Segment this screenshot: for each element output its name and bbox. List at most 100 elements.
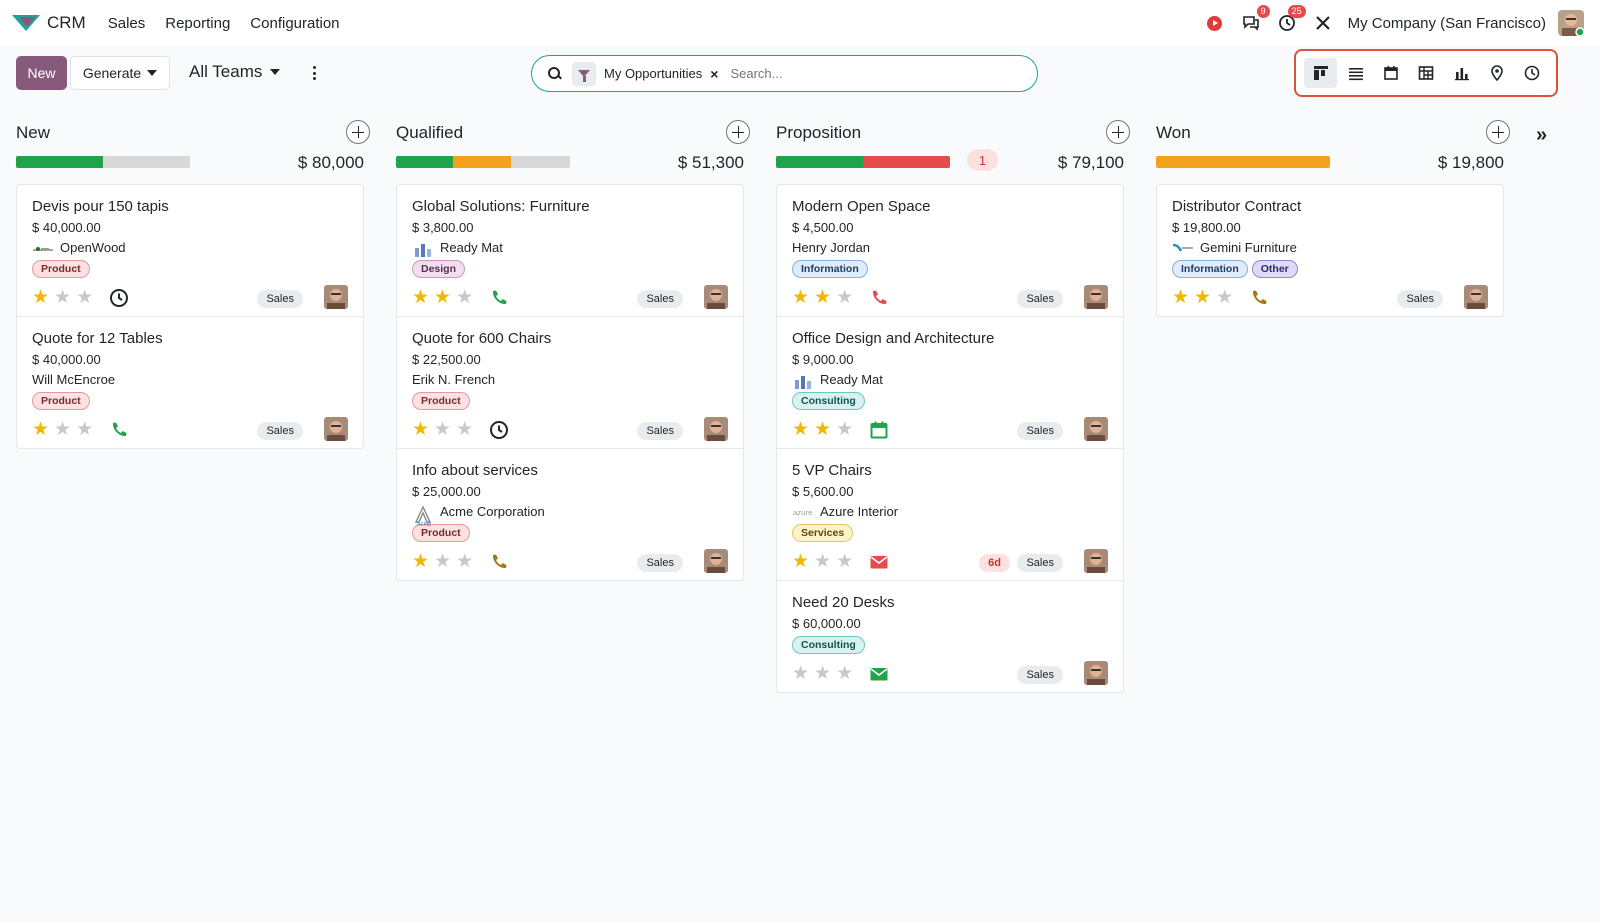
add-card-icon[interactable] xyxy=(726,120,750,144)
priority-star-icon[interactable]: ★ xyxy=(814,663,832,684)
pivot-view-button[interactable] xyxy=(1410,58,1443,88)
priority-star-icon[interactable]: ★ xyxy=(1216,287,1234,308)
kanban-card[interactable]: Quote for 12 Tables $ 40,000.00 Will McE… xyxy=(17,317,363,448)
kanban-card[interactable]: Need 20 Desks $ 60,000.00 Consulting ★ ★ ★… xyxy=(777,581,1123,692)
column-progress-bar[interactable] xyxy=(396,156,570,168)
activity-clock-icon[interactable]: 25 xyxy=(1276,5,1306,34)
salesperson-avatar[interactable] xyxy=(1084,285,1108,309)
phone-icon[interactable] xyxy=(1249,288,1269,308)
kanban-card[interactable]: Office Design and Architecture $ 9,000.0… xyxy=(777,317,1123,449)
priority-star-icon[interactable]: ★ xyxy=(836,287,854,308)
priority-star-icon[interactable]: ★ xyxy=(412,419,430,440)
column-progress-bar[interactable] xyxy=(16,156,190,168)
priority-star-icon[interactable]: ★ xyxy=(456,287,474,308)
phone-icon[interactable] xyxy=(109,420,129,440)
menu-item-reporting[interactable]: Reporting xyxy=(165,14,231,32)
priority-star-icon[interactable]: ★ xyxy=(836,663,854,684)
salesperson-avatar[interactable] xyxy=(704,549,728,573)
more-actions-icon[interactable] xyxy=(311,64,317,82)
priority-star-icon[interactable]: ★ xyxy=(434,287,452,308)
priority-star-icon[interactable]: ★ xyxy=(434,551,452,572)
priority-star-icon[interactable]: ★ xyxy=(792,419,810,440)
column-title[interactable]: Proposition xyxy=(776,123,862,142)
phone-icon[interactable] xyxy=(489,288,509,308)
priority-star-icon[interactable]: ★ xyxy=(32,287,50,308)
activity-view-button[interactable] xyxy=(1516,58,1549,88)
add-card-icon[interactable] xyxy=(1106,120,1130,144)
column-title[interactable]: New xyxy=(16,123,51,142)
app-brand[interactable]: CRM xyxy=(12,13,86,33)
clock-icon[interactable] xyxy=(489,420,509,440)
phone-icon[interactable] xyxy=(489,552,509,572)
priority-star-icon[interactable]: ★ xyxy=(836,551,854,572)
priority-star-icon[interactable]: ★ xyxy=(32,419,50,440)
graph-view-button[interactable] xyxy=(1445,58,1478,88)
progress-segment[interactable] xyxy=(776,156,863,168)
priority-star-icon[interactable]: ★ xyxy=(814,287,832,308)
menu-item-configuration[interactable]: Configuration xyxy=(250,14,340,32)
progress-segment[interactable] xyxy=(453,156,511,168)
priority-star-icon[interactable]: ★ xyxy=(814,551,832,572)
column-title[interactable]: Qualified xyxy=(396,123,464,142)
calendar-icon[interactable] xyxy=(869,420,889,440)
priority-star-icon[interactable]: ★ xyxy=(76,419,94,440)
salesperson-avatar[interactable] xyxy=(1084,417,1108,441)
salesperson-avatar[interactable] xyxy=(1084,661,1108,685)
kanban-card[interactable]: Quote for 600 Chairs $ 22,500.00 Erik N.… xyxy=(397,317,743,449)
facet-remove-icon[interactable]: × xyxy=(710,65,719,82)
column-title[interactable]: Won xyxy=(1156,123,1191,142)
list-view-button[interactable] xyxy=(1339,58,1372,88)
envelope-icon[interactable] xyxy=(869,664,889,684)
kanban-card[interactable]: Distributor Contract $ 19,800.00 Gemini … xyxy=(1157,185,1503,316)
progress-segment[interactable] xyxy=(510,156,570,168)
salesperson-avatar[interactable] xyxy=(1464,285,1488,309)
salesperson-avatar[interactable] xyxy=(324,285,348,309)
salesperson-avatar[interactable] xyxy=(1084,549,1108,573)
map-view-button[interactable] xyxy=(1480,58,1513,88)
kanban-card[interactable]: Modern Open Space $ 4,500.00 Henry Jorda… xyxy=(777,185,1123,317)
salesperson-avatar[interactable] xyxy=(704,417,728,441)
priority-star-icon[interactable]: ★ xyxy=(456,419,474,440)
add-card-icon[interactable] xyxy=(346,120,370,144)
kanban-card[interactable]: Info about services $ 25,000.00 ACME Acme… xyxy=(397,449,743,580)
kanban-card[interactable]: Global Solutions: Furniture $ 3,800.00 R… xyxy=(397,185,743,317)
search-icon[interactable] xyxy=(548,66,562,81)
calendar-view-button[interactable] xyxy=(1375,58,1408,88)
priority-star-icon[interactable]: ★ xyxy=(792,287,810,308)
progress-segment[interactable] xyxy=(1156,156,1330,168)
generate-button[interactable]: Generate xyxy=(70,56,170,90)
clock-icon[interactable] xyxy=(109,288,129,308)
priority-star-icon[interactable]: ★ xyxy=(412,287,430,308)
discuss-icon[interactable]: 9 xyxy=(1240,5,1270,34)
column-progress-bar[interactable] xyxy=(1156,156,1330,168)
priority-star-icon[interactable]: ★ xyxy=(792,663,810,684)
priority-star-icon[interactable]: ★ xyxy=(412,551,430,572)
kanban-card[interactable]: 5 VP Chairs $ 5,600.00 azure Azure Interi… xyxy=(777,449,1123,581)
search-input[interactable] xyxy=(730,66,1011,81)
priority-star-icon[interactable]: ★ xyxy=(792,551,810,572)
kanban-view-button[interactable] xyxy=(1304,58,1337,88)
priority-star-icon[interactable]: ★ xyxy=(1194,287,1212,308)
record-icon[interactable] xyxy=(1204,12,1226,34)
company-switcher[interactable]: My Company (San Francisco) xyxy=(1347,14,1546,32)
tools-icon[interactable] xyxy=(1312,12,1334,34)
kanban-card[interactable]: Devis pour 150 tapis $ 40,000.00 OpenWoo… xyxy=(17,185,363,317)
column-progress-bar[interactable] xyxy=(776,156,950,168)
priority-star-icon[interactable]: ★ xyxy=(54,419,72,440)
priority-star-icon[interactable]: ★ xyxy=(836,419,854,440)
priority-star-icon[interactable]: ★ xyxy=(1172,287,1190,308)
salesperson-avatar[interactable] xyxy=(704,285,728,309)
envelope-icon[interactable] xyxy=(869,552,889,572)
priority-star-icon[interactable]: ★ xyxy=(814,419,832,440)
menu-item-sales[interactable]: Sales xyxy=(107,14,146,32)
priority-star-icon[interactable]: ★ xyxy=(54,287,72,308)
progress-segment[interactable] xyxy=(863,156,950,168)
new-button[interactable]: New xyxy=(16,56,67,90)
add-card-icon[interactable] xyxy=(1486,120,1510,144)
priority-star-icon[interactable]: ★ xyxy=(434,419,452,440)
priority-star-icon[interactable]: ★ xyxy=(76,287,94,308)
progress-segment[interactable] xyxy=(103,156,190,168)
progress-segment[interactable] xyxy=(16,156,103,168)
salesperson-avatar[interactable] xyxy=(324,417,348,441)
priority-star-icon[interactable]: ★ xyxy=(456,551,474,572)
